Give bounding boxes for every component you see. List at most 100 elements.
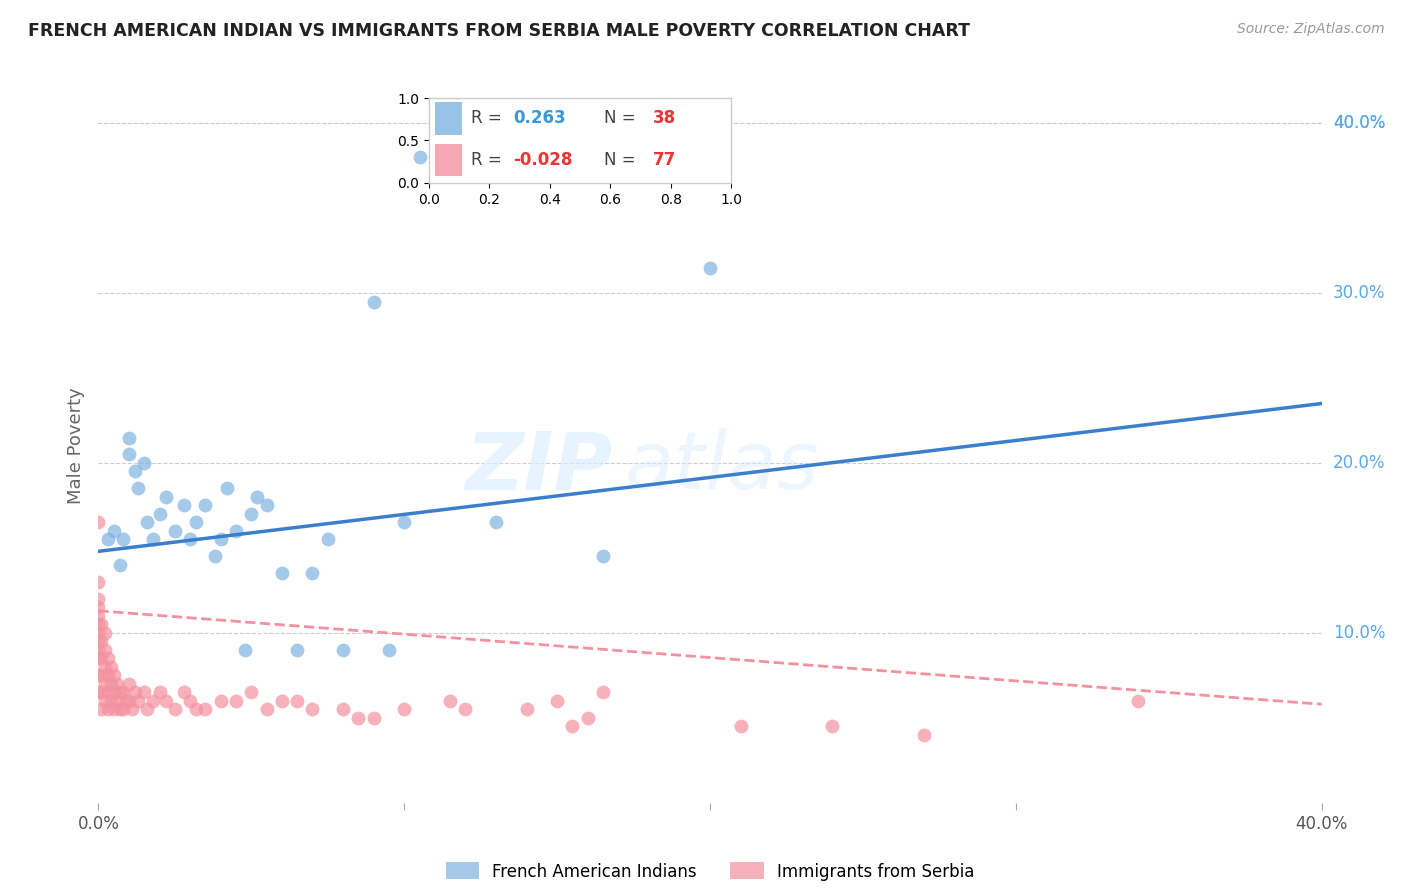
Immigrants from Serbia xyxy=(186,702,208,716)
Immigrants from Serbia xyxy=(93,677,115,691)
Immigrants from Serbia xyxy=(97,651,120,665)
Immigrants from Serbia xyxy=(93,643,115,657)
Text: FRENCH AMERICAN INDIAN VS IMMIGRANTS FROM SERBIA MALE POVERTY CORRELATION CHART: FRENCH AMERICAN INDIAN VS IMMIGRANTS FRO… xyxy=(28,22,970,40)
Immigrants from Serbia xyxy=(90,685,112,699)
Text: atlas: atlas xyxy=(624,428,820,507)
Immigrants from Serbia xyxy=(301,702,323,716)
Immigrants from Serbia xyxy=(90,634,112,648)
Text: -0.028: -0.028 xyxy=(513,151,572,169)
Immigrants from Serbia xyxy=(103,685,125,699)
Immigrants from Serbia xyxy=(516,702,538,716)
Immigrants from Serbia xyxy=(97,702,120,716)
Text: 38: 38 xyxy=(652,110,676,128)
Immigrants from Serbia xyxy=(347,711,370,725)
Text: N =: N = xyxy=(605,151,641,169)
Immigrants from Serbia xyxy=(256,702,278,716)
French American Indians xyxy=(256,499,278,513)
Text: R =: R = xyxy=(471,110,508,128)
French American Indians xyxy=(194,499,217,513)
Immigrants from Serbia xyxy=(93,660,115,674)
French American Indians xyxy=(301,566,323,581)
French American Indians xyxy=(149,507,172,521)
Immigrants from Serbia xyxy=(93,694,115,708)
Bar xyxy=(434,103,463,135)
French American Indians xyxy=(699,260,721,275)
Immigrants from Serbia xyxy=(103,702,125,716)
Immigrants from Serbia xyxy=(124,685,146,699)
Immigrants from Serbia xyxy=(363,711,385,725)
Text: 30.0%: 30.0% xyxy=(1333,284,1385,302)
Immigrants from Serbia xyxy=(87,600,110,615)
Immigrants from Serbia xyxy=(100,660,122,674)
French American Indians xyxy=(124,465,146,479)
French American Indians xyxy=(240,507,263,521)
Immigrants from Serbia xyxy=(90,702,112,716)
Immigrants from Serbia xyxy=(87,685,110,699)
Immigrants from Serbia xyxy=(105,677,128,691)
French American Indians xyxy=(204,549,226,564)
Text: 10.0%: 10.0% xyxy=(1333,624,1385,642)
Immigrants from Serbia xyxy=(546,694,568,708)
Immigrants from Serbia xyxy=(100,677,122,691)
Immigrants from Serbia xyxy=(392,702,416,716)
Immigrants from Serbia xyxy=(105,694,128,708)
Immigrants from Serbia xyxy=(134,685,156,699)
Immigrants from Serbia xyxy=(912,728,935,742)
Immigrants from Serbia xyxy=(97,685,120,699)
French American Indians xyxy=(118,448,141,462)
Immigrants from Serbia xyxy=(90,617,112,632)
Immigrants from Serbia xyxy=(87,617,110,632)
Immigrants from Serbia xyxy=(454,702,477,716)
Immigrants from Serbia xyxy=(142,694,165,708)
French American Indians xyxy=(215,482,238,496)
French American Indians xyxy=(118,430,141,444)
Text: ZIP: ZIP xyxy=(465,428,612,507)
Immigrants from Serbia xyxy=(194,702,217,716)
Immigrants from Serbia xyxy=(121,702,143,716)
French American Indians xyxy=(134,456,156,470)
Immigrants from Serbia xyxy=(136,702,159,716)
Text: 77: 77 xyxy=(652,151,676,169)
Immigrants from Serbia xyxy=(332,702,354,716)
French American Indians xyxy=(173,499,195,513)
Immigrants from Serbia xyxy=(97,668,120,682)
French American Indians xyxy=(186,516,208,530)
Immigrants from Serbia xyxy=(90,651,112,665)
French American Indians xyxy=(316,533,339,547)
French American Indians xyxy=(408,150,430,164)
Immigrants from Serbia xyxy=(87,668,110,682)
Text: N =: N = xyxy=(605,110,641,128)
Immigrants from Serbia xyxy=(103,668,125,682)
Immigrants from Serbia xyxy=(111,685,134,699)
Immigrants from Serbia xyxy=(127,694,149,708)
French American Indians xyxy=(136,516,159,530)
Text: Source: ZipAtlas.com: Source: ZipAtlas.com xyxy=(1237,22,1385,37)
French American Indians xyxy=(332,643,354,657)
Immigrants from Serbia xyxy=(93,626,115,640)
French American Indians xyxy=(246,490,269,504)
Text: 20.0%: 20.0% xyxy=(1333,454,1385,472)
French American Indians xyxy=(233,643,256,657)
Immigrants from Serbia xyxy=(108,685,131,699)
Immigrants from Serbia xyxy=(179,694,201,708)
French American Indians xyxy=(97,533,120,547)
Immigrants from Serbia xyxy=(115,694,138,708)
Immigrants from Serbia xyxy=(149,685,172,699)
French American Indians xyxy=(363,294,385,309)
Immigrants from Serbia xyxy=(90,668,112,682)
Immigrants from Serbia xyxy=(561,719,583,733)
Immigrants from Serbia xyxy=(87,651,110,665)
Immigrants from Serbia xyxy=(285,694,308,708)
Immigrants from Serbia xyxy=(87,626,110,640)
Immigrants from Serbia xyxy=(163,702,186,716)
Immigrants from Serbia xyxy=(821,719,844,733)
French American Indians xyxy=(485,516,508,530)
French American Indians xyxy=(103,524,125,538)
Immigrants from Serbia xyxy=(576,711,599,725)
French American Indians xyxy=(209,533,232,547)
Immigrants from Serbia xyxy=(592,685,614,699)
French American Indians xyxy=(142,533,165,547)
Text: R =: R = xyxy=(471,151,508,169)
Immigrants from Serbia xyxy=(225,694,247,708)
Immigrants from Serbia xyxy=(100,694,122,708)
